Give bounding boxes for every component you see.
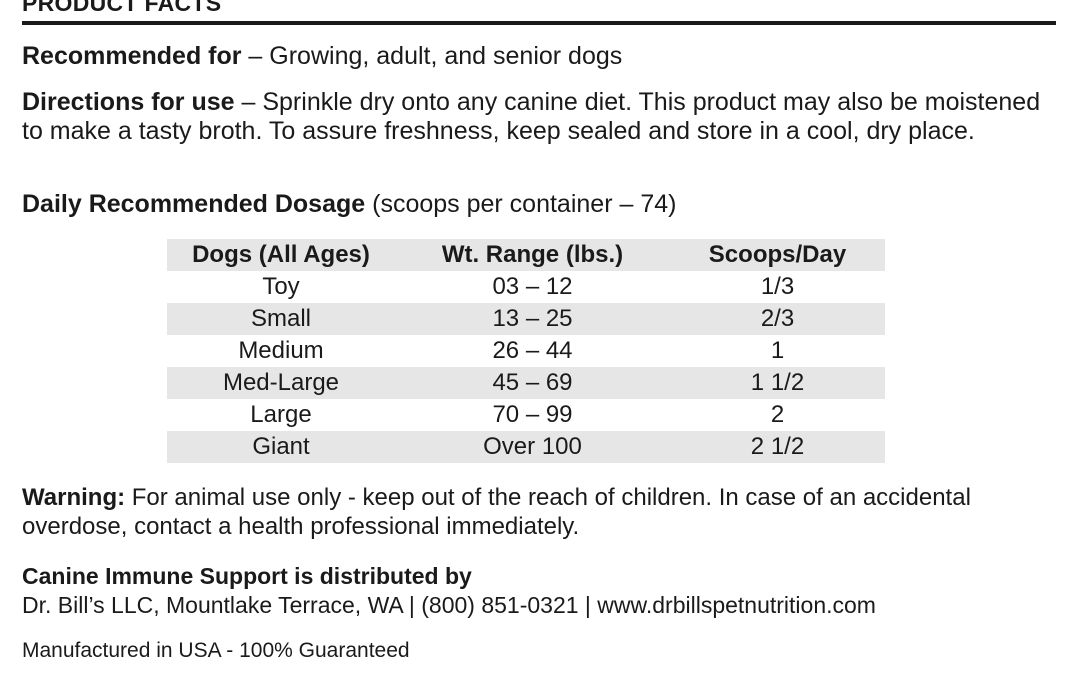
weight-range-cell: Over 100 xyxy=(395,431,670,463)
table-row: Giant Over 100 2 1/2 xyxy=(167,431,885,463)
dosage-table: Dogs (All Ages) Wt. Range (lbs.) Scoops/… xyxy=(167,239,885,463)
dog-size-cell: Toy xyxy=(262,273,300,300)
distributor-contact: Dr. Bill’s LLC, Mountlake Terrace, WA | … xyxy=(22,592,876,618)
scoops-cell: 1 1/2 xyxy=(670,367,885,399)
table-row: Medium 26 – 44 1 xyxy=(167,335,885,367)
scoops-cell: 2/3 xyxy=(670,303,885,335)
table-row: Large 70 – 99 2 xyxy=(167,399,885,431)
dosage-label: Daily Recommended Dosage xyxy=(22,190,366,218)
dog-size-cell: Large xyxy=(250,401,312,428)
heading-rule xyxy=(22,21,1056,25)
dog-size-cell: Med-Large xyxy=(167,367,395,399)
dosage-text: (scoops per container – 74) xyxy=(365,190,677,218)
directions-text: – Sprinkle dry onto any canine diet. Thi… xyxy=(22,88,1041,145)
dog-size-cell: Small xyxy=(167,303,395,335)
warning-label: Warning: xyxy=(22,484,126,511)
weight-range-cell: 03 – 12 xyxy=(492,273,573,300)
column-header-scoops: Scoops/Day xyxy=(670,239,885,271)
scoops-cell: 1 xyxy=(770,337,785,364)
recommended-text: – Growing, adult, and senior dogs xyxy=(241,42,623,70)
warning-text: For animal use only - keep out of the re… xyxy=(22,484,971,540)
weight-range-cell: 26 – 44 xyxy=(492,337,573,364)
distributor-title: Canine Immune Support is distributed by xyxy=(22,563,472,589)
weight-range-cell: 45 – 69 xyxy=(395,367,670,399)
scoops-cell: 2 1/2 xyxy=(670,431,885,463)
scoops-cell: 1/3 xyxy=(760,273,795,300)
column-header-weight: Wt. Range (lbs.) xyxy=(395,239,670,271)
directions-for-use: Directions for use – Sprinkle dry onto a… xyxy=(22,88,1052,146)
table-row: Toy 03 – 12 1/3 xyxy=(167,271,885,303)
scoops-cell: 2 xyxy=(770,401,785,428)
weight-range-cell: 13 – 25 xyxy=(395,303,670,335)
section-heading: PRODUCT FACTS xyxy=(22,0,222,16)
warning-notice: Warning: For animal use only - keep out … xyxy=(22,483,1052,541)
dog-size-cell: Medium xyxy=(238,337,324,364)
manufactured-note: Manufactured in USA - 100% Guaranteed xyxy=(22,639,410,662)
table-row: Med-Large 45 – 69 1 1/2 xyxy=(167,367,885,399)
weight-range-cell: 70 – 99 xyxy=(492,401,573,428)
table-row: Small 13 – 25 2/3 xyxy=(167,303,885,335)
column-header-dogs: Dogs (All Ages) xyxy=(167,239,395,271)
recommended-for: Recommended for – Growing, adult, and se… xyxy=(22,42,1052,71)
table-header-row: Dogs (All Ages) Wt. Range (lbs.) Scoops/… xyxy=(167,239,885,271)
directions-label: Directions for use xyxy=(22,88,235,116)
recommended-label: Recommended for xyxy=(22,42,242,70)
dog-size-cell: Giant xyxy=(167,431,395,463)
daily-dosage-heading: Daily Recommended Dosage (scoops per con… xyxy=(22,190,1052,219)
